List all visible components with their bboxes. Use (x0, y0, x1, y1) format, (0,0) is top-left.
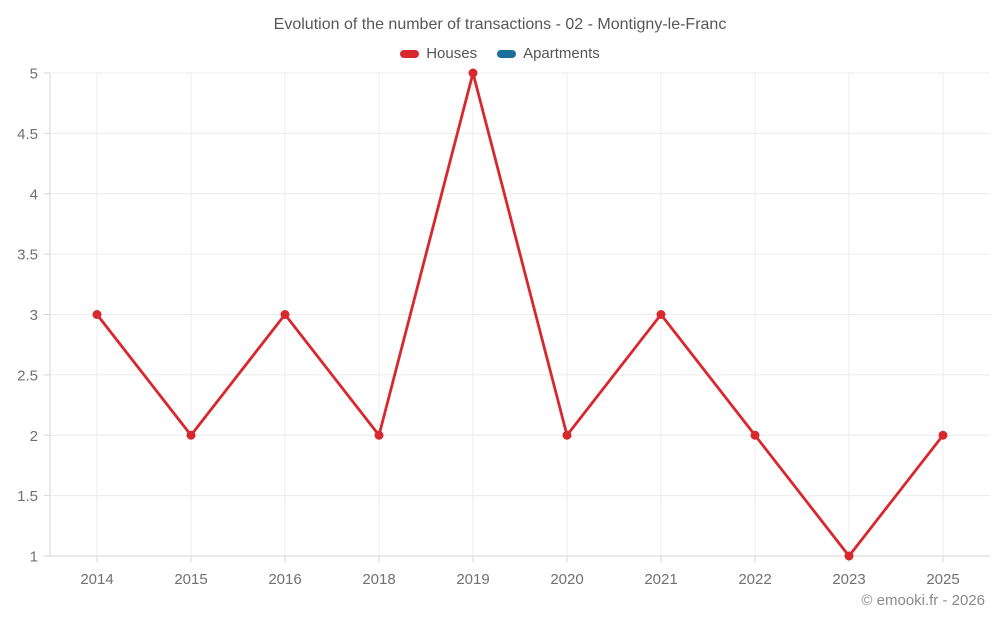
data-point-houses (844, 551, 854, 561)
data-point-houses (374, 430, 384, 440)
y-tick-label: 4 (30, 186, 38, 203)
y-tick-label: 3 (30, 307, 38, 324)
data-point-houses (656, 310, 666, 319)
x-tick-label: 2023 (832, 571, 865, 588)
y-tick-label: 2.5 (17, 367, 38, 384)
x-tick-label: 2025 (926, 571, 959, 588)
x-tick-label: 2014 (80, 571, 113, 588)
legend-label-houses: Houses (426, 45, 478, 62)
y-tick-label: 3.5 (17, 247, 38, 264)
series-line-houses (95, 71, 945, 558)
x-tick-label: 2018 (362, 571, 395, 588)
legend-item-apartments[interactable]: Apartments (497, 45, 600, 62)
x-tick-label: 2020 (550, 571, 583, 588)
data-point-houses (562, 430, 572, 440)
x-tick-label: 2021 (644, 571, 677, 588)
data-point-houses (186, 430, 196, 440)
data-point-houses (280, 310, 290, 319)
data-point-houses (468, 68, 478, 78)
y-tick-label: 5 (30, 66, 38, 83)
legend: Houses Apartments (0, 45, 1000, 62)
watermark: © emooki.fr - 2026 (861, 592, 985, 609)
data-point-houses (750, 430, 760, 440)
data-point-houses (92, 310, 102, 319)
x-tick-label: 2019 (456, 571, 489, 588)
chart-title: Evolution of the number of transactions … (273, 16, 727, 33)
y-tick-label: 1 (30, 549, 38, 566)
data-point-houses (938, 430, 948, 440)
legend-item-houses[interactable]: Houses (400, 45, 477, 62)
y-tick-label: 1.5 (17, 488, 38, 505)
x-tick-label: 2015 (174, 571, 207, 588)
houses-series-swatch (400, 49, 420, 58)
y-tick-label: 2 (30, 428, 38, 445)
legend-label-apartments: Apartments (523, 45, 600, 62)
x-tick-label: 2016 (268, 571, 301, 588)
y-tick-label: 4.5 (17, 126, 38, 143)
apartments-series-swatch (497, 49, 517, 58)
x-tick-label: 2022 (738, 571, 771, 588)
